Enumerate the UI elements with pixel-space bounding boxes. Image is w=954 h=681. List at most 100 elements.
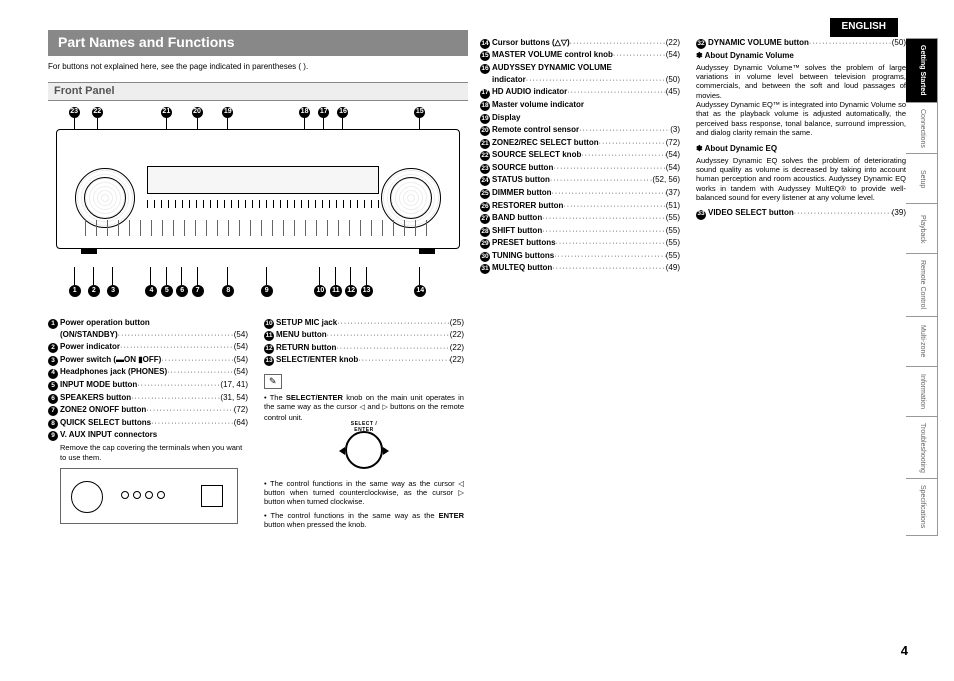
item-label: AUDYSSEY DYNAMIC VOLUME xyxy=(492,63,612,73)
leader-dots xyxy=(552,188,666,199)
index-item: 14Cursor buttons (△▽) (22) xyxy=(480,38,680,49)
item-number: 26 xyxy=(480,201,492,212)
index-item-line2: indicator(50) xyxy=(480,75,680,86)
leader-dots xyxy=(613,50,666,61)
item-label: Power operation button xyxy=(60,318,150,328)
item-label: ZONE2/REC SELECT button xyxy=(492,138,599,148)
item-page: (55) xyxy=(666,213,680,223)
index-item: 3Power switch (▬ON ▮OFF)(54) xyxy=(48,355,248,366)
item-page: (54) xyxy=(234,330,248,340)
side-tab[interactable]: Specifications xyxy=(906,478,938,535)
item-page: (54) xyxy=(666,50,680,60)
index-item: 28SHIFT button(55) xyxy=(480,226,680,237)
leader-dots xyxy=(550,175,653,186)
leader-dots xyxy=(567,87,666,98)
item-number: 2 xyxy=(48,342,60,353)
leader-dots xyxy=(563,201,665,212)
leader-dots xyxy=(552,263,665,274)
columns: 1Power operation button (ON/STANDBY) (54) 2… xyxy=(48,30,908,533)
item-label: V. AUX INPUT connectors xyxy=(60,430,157,440)
column-4: 32DYNAMIC VOLUME button(50)✽ About Dynam… xyxy=(696,36,906,533)
leader-dots xyxy=(581,150,665,161)
index-item: 30TUNING buttons (55) xyxy=(480,251,680,262)
item-page: (52, 56) xyxy=(652,175,680,185)
item-label: Cursor buttons (△▽) xyxy=(492,38,570,48)
leader-dots xyxy=(167,367,234,378)
side-tab[interactable]: Remote Control xyxy=(906,253,938,315)
column-2: 10SETUP MIC jack(25)11MENU button(22)12R… xyxy=(264,316,464,533)
side-tab[interactable]: Information xyxy=(906,366,938,416)
side-tab[interactable]: Connections xyxy=(906,102,938,154)
page-content: Part Names and Functions For buttons not… xyxy=(48,30,908,640)
leader-dots xyxy=(327,330,450,341)
item-number: 13 xyxy=(264,355,276,366)
item-number: 32 xyxy=(696,38,708,49)
item-label: Headphones jack (PHONES) xyxy=(60,367,167,377)
side-tab[interactable]: Getting Started xyxy=(906,38,938,102)
leader-dots xyxy=(599,138,666,149)
index-item: 33VIDEO SELECT button(39) xyxy=(696,208,906,219)
item-page: (22) xyxy=(666,38,680,48)
item-number: 29 xyxy=(480,238,492,249)
item-label: ZONE2 ON/OFF button xyxy=(60,405,146,415)
leader-dots xyxy=(553,163,665,174)
side-tab[interactable]: Setup xyxy=(906,153,938,203)
item-label: SELECT/ENTER knob xyxy=(276,355,358,365)
item-number: 1 xyxy=(48,318,60,329)
item-page: (37) xyxy=(666,188,680,198)
column-1: 1Power operation button (ON/STANDBY) (54) 2… xyxy=(48,316,248,533)
index-item-line2: (ON/STANDBY) (54) xyxy=(48,330,248,341)
item-page: (55) xyxy=(666,251,680,261)
index-item: 17HD AUDIO indicator(45) xyxy=(480,87,680,98)
leader-dots xyxy=(137,380,220,391)
item-page: (51) xyxy=(666,201,680,211)
leader-dots xyxy=(118,330,234,341)
item-page: (50) xyxy=(892,38,906,48)
index-item: 23SOURCE button(54) xyxy=(480,163,680,174)
item-label: STATUS button xyxy=(492,175,550,185)
item-label: BAND button xyxy=(492,213,542,223)
leader-dots xyxy=(542,213,666,224)
item-number: 12 xyxy=(264,343,276,354)
item-page: (17, 41) xyxy=(220,380,248,390)
item-label: DYNAMIC VOLUME button xyxy=(708,38,809,48)
index-item: 5INPUT MODE button(17, 41) xyxy=(48,380,248,391)
item-page: (25) xyxy=(450,318,464,328)
item-note: Remove the cap covering the terminals wh… xyxy=(60,443,248,462)
item-number: 10 xyxy=(264,318,276,329)
index-item: 10SETUP MIC jack(25) xyxy=(264,318,464,329)
mini-port-icon xyxy=(201,485,223,507)
item-label: TUNING buttons xyxy=(492,251,554,261)
index-item: 12RETURN button(22) xyxy=(264,343,464,354)
item-label: Power switch (▬ON ▮OFF) xyxy=(60,355,161,365)
index-item: 4Headphones jack (PHONES)(54) xyxy=(48,367,248,378)
leader-dots xyxy=(120,342,234,353)
item-label: PRESET buttons xyxy=(492,238,556,248)
item-number: 31 xyxy=(480,263,492,274)
about-body: Audyssey Dynamic Volume™ solves the prob… xyxy=(696,63,906,138)
aux-input-diagram xyxy=(60,468,238,524)
item-label: (ON/STANDBY) xyxy=(60,330,118,340)
leader-dots xyxy=(556,238,666,249)
item-number: 19 xyxy=(480,113,492,124)
item-number: 23 xyxy=(480,163,492,174)
side-tab[interactable]: Troubleshooting xyxy=(906,416,938,479)
item-number: 14 xyxy=(480,38,492,49)
item-label: SOURCE SELECT knob xyxy=(492,150,581,160)
select-enter-knob-icon: SELECT / ENTER xyxy=(341,427,387,473)
item-number: 30 xyxy=(480,251,492,262)
side-tab[interactable]: Playback xyxy=(906,203,938,253)
column-3: 14Cursor buttons (△▽)(22)15MASTER VOLUME… xyxy=(480,36,680,533)
item-label: SPEAKERS button xyxy=(60,393,131,403)
index-item: 25DIMMER button(37) xyxy=(480,188,680,199)
item-label: INPUT MODE button xyxy=(60,380,137,390)
item-label: Master volume indicator xyxy=(492,100,584,110)
index-item: 19Display xyxy=(480,113,680,124)
item-label: QUICK SELECT buttons xyxy=(60,418,151,428)
index-item: 21ZONE2/REC SELECT button(72) xyxy=(480,138,680,149)
side-tab[interactable]: Multi-zone xyxy=(906,316,938,366)
mini-jacks-icon xyxy=(121,491,165,499)
item-number: 18 xyxy=(480,100,492,111)
item-number: 25 xyxy=(480,188,492,199)
item-page: (49) xyxy=(666,263,680,273)
